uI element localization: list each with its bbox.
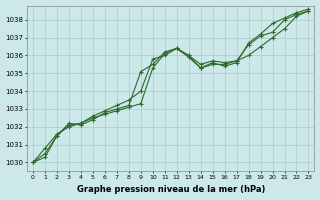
- X-axis label: Graphe pression niveau de la mer (hPa): Graphe pression niveau de la mer (hPa): [76, 185, 265, 194]
